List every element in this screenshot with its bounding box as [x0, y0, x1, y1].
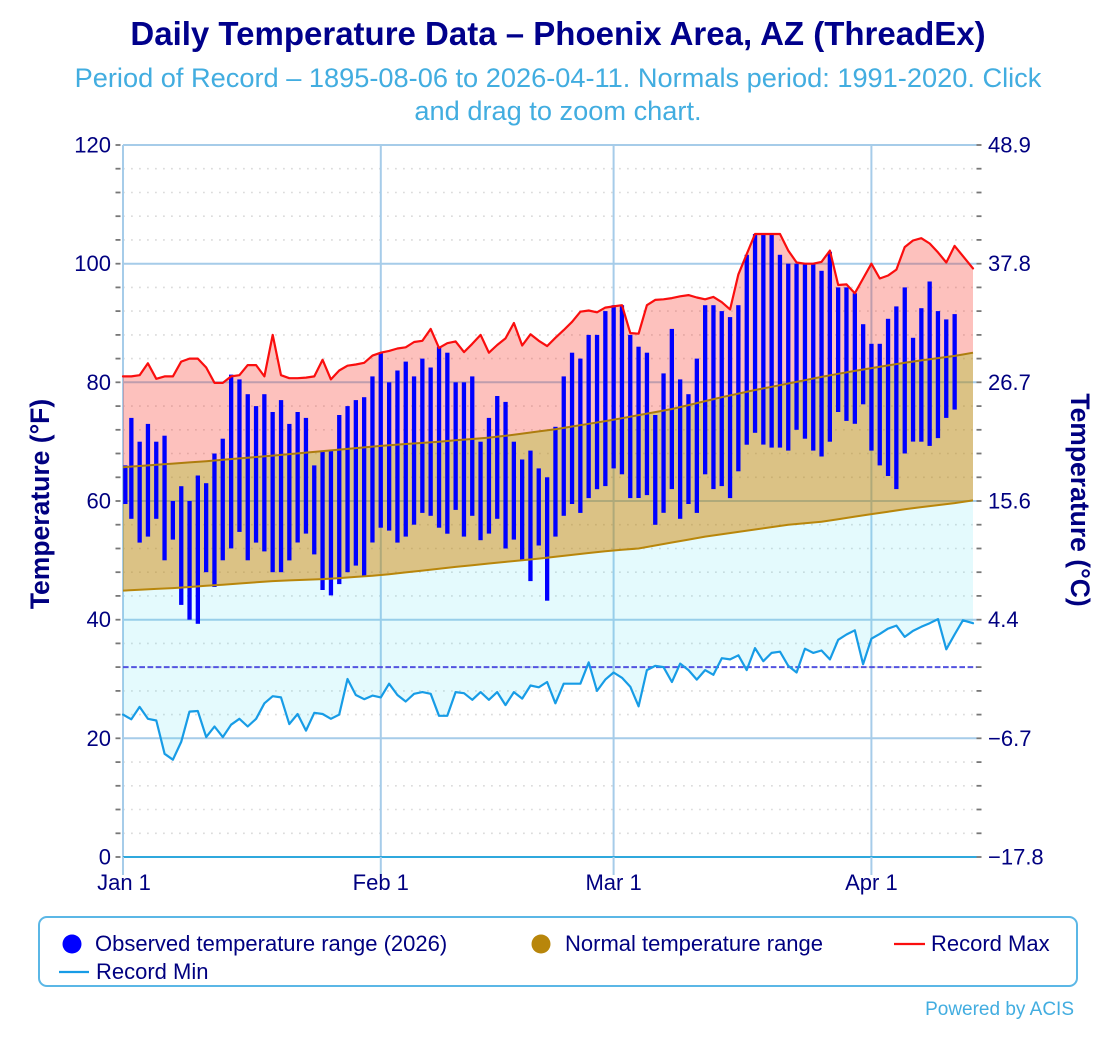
svg-text:−6.7: −6.7 — [988, 726, 1031, 751]
svg-text:48.9: 48.9 — [988, 133, 1031, 158]
svg-text:Daily Temperature Data – Phoen: Daily Temperature Data – Phoenix Area, A… — [130, 15, 985, 52]
svg-text:Normal temperature range: Normal temperature range — [565, 931, 823, 956]
svg-text:and drag to zoom chart.: and drag to zoom chart. — [414, 95, 701, 126]
svg-text:Jan 1: Jan 1 — [97, 870, 151, 895]
svg-text:Observed temperature range (20: Observed temperature range (2026) — [95, 931, 447, 956]
svg-text:Record Max: Record Max — [931, 931, 1050, 956]
svg-text:37.8: 37.8 — [988, 251, 1031, 276]
svg-text:Feb 1: Feb 1 — [353, 870, 409, 895]
svg-text:0: 0 — [99, 845, 111, 870]
svg-text:Temperature (°C): Temperature (°C) — [1065, 393, 1095, 606]
svg-text:80: 80 — [87, 370, 111, 395]
svg-text:Record Min: Record Min — [96, 959, 208, 984]
svg-text:−17.8: −17.8 — [988, 845, 1044, 870]
svg-text:Powered by ACIS: Powered by ACIS — [925, 999, 1074, 1020]
svg-text:60: 60 — [87, 489, 111, 514]
svg-text:120: 120 — [74, 133, 111, 158]
svg-text:4.4: 4.4 — [988, 607, 1019, 632]
svg-text:Mar 1: Mar 1 — [585, 870, 641, 895]
svg-text:100: 100 — [74, 251, 111, 276]
svg-text:Period of Record – 1895-08-06: Period of Record – 1895-08-06 to 2026-04… — [75, 62, 1042, 93]
svg-text:40: 40 — [87, 607, 111, 632]
svg-text:20: 20 — [87, 726, 111, 751]
svg-text:15.6: 15.6 — [988, 489, 1031, 514]
svg-text:Apr 1: Apr 1 — [845, 870, 898, 895]
svg-text:26.7: 26.7 — [988, 370, 1031, 395]
svg-text:Temperature (°F): Temperature (°F) — [25, 399, 55, 609]
